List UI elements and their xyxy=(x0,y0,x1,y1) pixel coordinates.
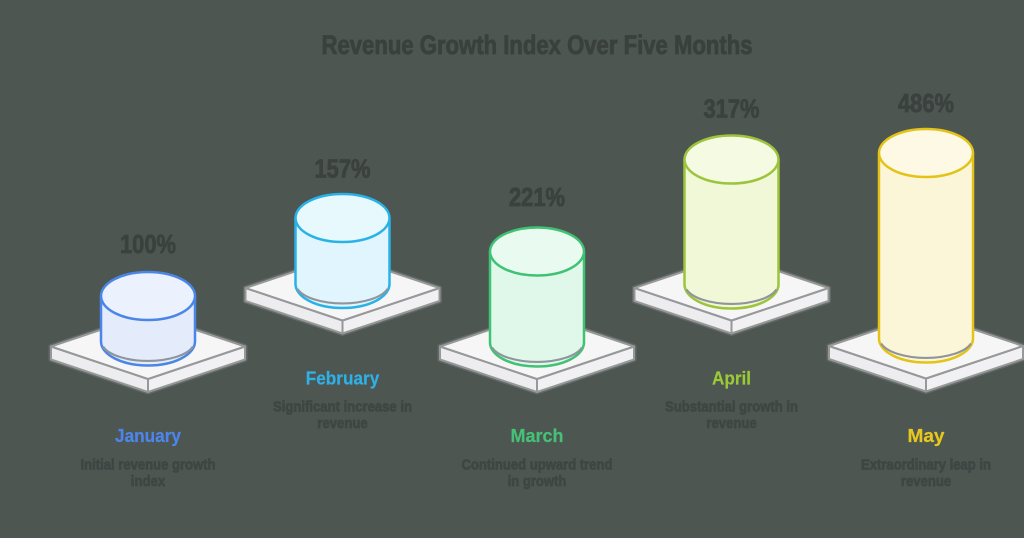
svg-text:February: February xyxy=(306,369,380,389)
svg-text:486%: 486% xyxy=(898,88,954,118)
svg-text:revenue: revenue xyxy=(901,474,951,490)
svg-text:Initial revenue growth: Initial revenue growth xyxy=(81,458,216,474)
svg-text:in growth: in growth xyxy=(508,474,567,490)
svg-text:Revenue Growth Index Over Five: Revenue Growth Index Over Five Months xyxy=(322,30,753,60)
svg-text:revenue: revenue xyxy=(317,416,367,432)
svg-text:317%: 317% xyxy=(704,94,760,124)
svg-text:Significant increase in: Significant increase in xyxy=(273,400,412,416)
svg-text:Continued upward trend: Continued upward trend xyxy=(462,458,613,474)
svg-text:100%: 100% xyxy=(120,229,176,259)
svg-text:Substantial growth in: Substantial growth in xyxy=(665,400,798,416)
svg-text:January: January xyxy=(115,426,181,446)
svg-text:index: index xyxy=(131,474,165,490)
svg-text:221%: 221% xyxy=(509,182,565,212)
svg-text:revenue: revenue xyxy=(706,416,756,432)
svg-text:April: April xyxy=(712,369,751,389)
svg-text:March: March xyxy=(511,426,564,446)
svg-text:Extraordinary leap in: Extraordinary leap in xyxy=(861,458,991,474)
svg-text:157%: 157% xyxy=(315,154,371,184)
svg-text:May: May xyxy=(908,426,945,446)
